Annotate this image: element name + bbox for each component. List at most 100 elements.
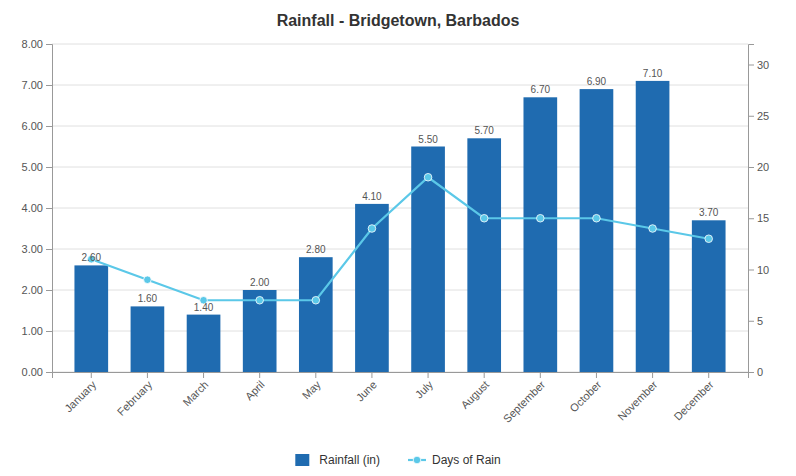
marker <box>312 296 320 304</box>
data-label: 1.40 <box>194 302 214 313</box>
tick-mark <box>46 167 52 168</box>
axis-line <box>46 45 53 373</box>
tick-mark <box>748 116 754 117</box>
tick: March <box>180 372 210 408</box>
tick: 0.00 <box>22 366 52 378</box>
legend-marker <box>413 456 421 464</box>
bar <box>580 89 614 372</box>
tick: 7.00 <box>22 79 52 91</box>
tick: June <box>354 372 379 404</box>
tick-label: 4.00 <box>22 202 43 214</box>
grid-line <box>52 44 748 45</box>
tick: November <box>615 372 660 423</box>
title: Rainfall - Bridgetown, Barbados <box>277 12 520 29</box>
tick: December <box>671 372 716 423</box>
tick-mark <box>315 372 316 378</box>
tick-label: May <box>300 378 324 402</box>
grid <box>52 44 748 372</box>
markers <box>87 173 712 304</box>
tick: May <box>300 372 324 401</box>
tick-label: 5 <box>757 315 763 327</box>
tick-mark <box>708 372 709 378</box>
marker <box>705 235 713 243</box>
bar <box>243 290 277 372</box>
line <box>91 177 708 300</box>
marker <box>480 214 488 222</box>
tick-mark <box>540 372 541 378</box>
bar <box>692 220 726 372</box>
tick: 5.00 <box>22 161 52 173</box>
data-label: 6.90 <box>587 76 607 87</box>
tick: 30 <box>748 59 769 71</box>
bar <box>467 138 501 372</box>
bar <box>74 265 108 372</box>
tick: 10 <box>748 264 769 276</box>
data-labels: 2.601.601.402.002.804.105.505.706.706.90… <box>82 68 719 313</box>
tick-mark <box>46 249 52 250</box>
tick-label: 15 <box>757 212 769 224</box>
marker <box>649 225 657 233</box>
tick-mark <box>484 372 485 378</box>
tick-mark <box>46 331 52 332</box>
tick: February <box>115 372 155 418</box>
tick-label: 3.00 <box>22 243 43 255</box>
tick-label: February <box>115 378 155 418</box>
tick-label: April <box>243 378 267 402</box>
tick-label: 25 <box>757 110 769 122</box>
legend-label: Rainfall (in) <box>319 453 380 467</box>
tick: 8.00 <box>22 38 52 50</box>
data-label: 1.60 <box>138 293 158 304</box>
tick: 6.00 <box>22 120 52 132</box>
bar <box>523 97 557 372</box>
axis-line <box>749 45 755 373</box>
marker <box>537 214 545 222</box>
tick-mark <box>428 372 429 378</box>
tick-mark <box>748 270 754 271</box>
marker <box>593 214 601 222</box>
marker <box>144 276 152 284</box>
tick-label: August <box>458 378 491 411</box>
tick-label: 0 <box>757 366 763 378</box>
bar <box>411 147 445 373</box>
tick-label: 10 <box>757 264 769 276</box>
data-label: 5.70 <box>474 125 494 136</box>
tick-mark <box>748 321 754 322</box>
tick-mark <box>46 126 52 127</box>
tick: 1.00 <box>22 325 52 337</box>
data-label: 2.80 <box>306 244 326 255</box>
tick-label: June <box>354 378 379 403</box>
tick-label: September <box>501 378 548 425</box>
tick-label: 5.00 <box>22 161 43 173</box>
data-label: 6.70 <box>531 84 551 95</box>
tick-mark <box>748 218 754 219</box>
tick: 4.00 <box>22 202 52 214</box>
data-label: 3.70 <box>699 207 719 218</box>
marks <box>74 81 725 372</box>
data-label: 2.00 <box>250 277 270 288</box>
legend-item: Days of Rain <box>408 453 501 467</box>
tick-label: 2.00 <box>22 284 43 296</box>
tick-mark <box>259 372 260 378</box>
legend-item: Rainfall (in) <box>295 453 380 467</box>
tick-mark <box>46 44 52 45</box>
marker <box>368 225 376 233</box>
bar <box>187 315 221 372</box>
data-label: 2.60 <box>82 252 102 263</box>
tick: 2.00 <box>22 284 52 296</box>
data-label: 4.10 <box>362 191 382 202</box>
tick: April <box>243 372 267 402</box>
tick-mark <box>748 65 754 66</box>
tick-mark <box>46 208 52 209</box>
tick-label: 6.00 <box>22 120 43 132</box>
tick-label: October <box>567 378 603 414</box>
tick: January <box>62 372 99 414</box>
tick-label: 7.00 <box>22 79 43 91</box>
tick: 20 <box>748 161 769 173</box>
tick-label: 0.00 <box>22 366 43 378</box>
tick-mark <box>147 372 148 378</box>
tick-mark <box>203 372 204 378</box>
tick: September <box>501 372 548 425</box>
tick-label: 30 <box>757 59 769 71</box>
tick-label: 20 <box>757 161 769 173</box>
tick: 5 <box>748 315 763 327</box>
